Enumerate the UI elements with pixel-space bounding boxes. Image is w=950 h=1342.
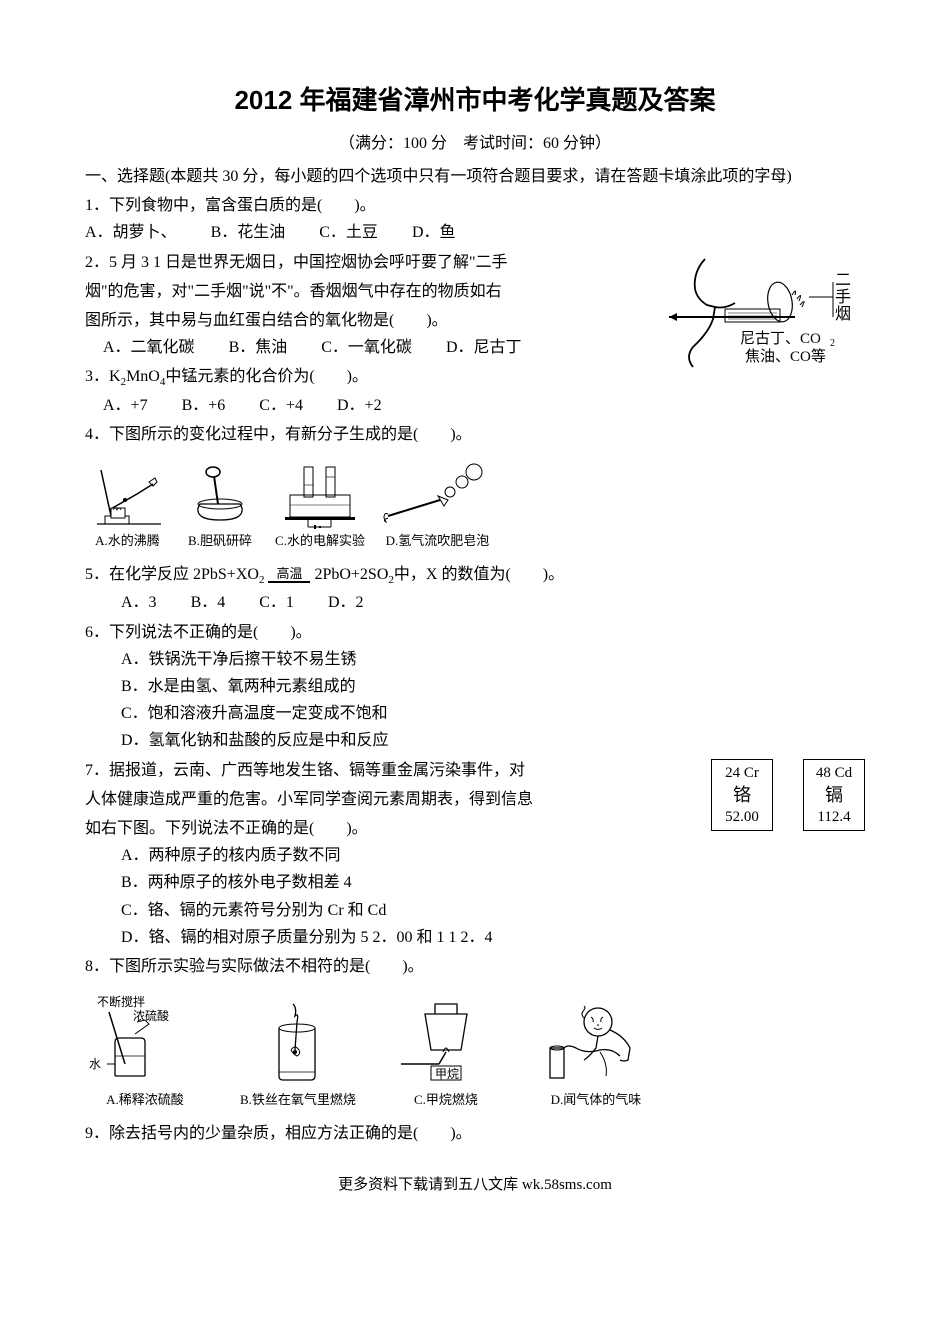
reaction-condition: 高温 bbox=[268, 567, 310, 583]
q6-opt-d: D．氢氧化钠和盐酸的反应是中和反应 bbox=[85, 727, 865, 754]
svg-text:浓硫酸: 浓硫酸 bbox=[133, 1008, 169, 1023]
q2-opt-d: D．尼古丁 bbox=[446, 334, 522, 361]
q1-options: A．胡萝卜、 B．花生油 C．土豆 D．鱼 bbox=[85, 219, 865, 246]
q6-opt-c: C．饱和溶液升高温度一定变成不饱和 bbox=[85, 700, 865, 727]
element-card-cr: 24 Cr 铬 52.00 bbox=[711, 759, 773, 832]
page-subtitle: （满分：100 分 考试时间：60 分钟） bbox=[85, 129, 865, 153]
page-title: 2012 年福建省漳州市中考化学真题及答案 bbox=[85, 80, 865, 117]
q8-fig-a: 不断搅拌 浓硫酸 水 A.稀释浓硫酸 bbox=[85, 994, 205, 1108]
q3-opt-a: A．+7 bbox=[103, 392, 148, 419]
q2-opt-c: C．一氧化碳 bbox=[321, 334, 412, 361]
q4-fig-c: C.水的电解实验 bbox=[270, 455, 370, 549]
q3-opt-d: D．+2 bbox=[337, 392, 382, 419]
svg-text:尼古丁、CO: 尼古丁、CO bbox=[740, 330, 821, 347]
q1-opt-b: B．花生油 bbox=[211, 219, 286, 246]
q5-opt-d: D．2 bbox=[328, 589, 364, 616]
q4-fig-b: B.胆矾研碎 bbox=[180, 460, 260, 549]
q6-opt-b: B．水是由氢、氧两种元素组成的 bbox=[85, 673, 865, 700]
q5-stem: 5．在化学反应 2PbS+XO2 高温 2PbO+2SO2中，X 的数值为( )… bbox=[85, 561, 865, 590]
q8-figures: 不断搅拌 浓硫酸 水 A.稀释浓硫酸 B.铁丝在氧气里燃烧 bbox=[85, 994, 865, 1108]
svg-text:不断搅拌: 不断搅拌 bbox=[97, 994, 145, 1009]
page-footer: 更多资料下载请到五八文库 wk.58sms.com bbox=[85, 1173, 865, 1194]
q7-opt-c: C．铬、镉的元素符号分别为 Cr 和 Cd bbox=[85, 897, 865, 924]
q7-opt-d: D．铬、镉的相对原子质量分别为 5 2．00 和 1 1 2．4 bbox=[85, 924, 865, 951]
q1-opt-c: C．土豆 bbox=[319, 219, 378, 246]
q2-opt-b: B．焦油 bbox=[229, 334, 288, 361]
q6-opt-a: A．铁锅洗干净后擦干较不易生锈 bbox=[85, 646, 865, 673]
svg-text:甲烷: 甲烷 bbox=[435, 1067, 459, 1081]
q5-opt-a: A．3 bbox=[121, 589, 157, 616]
q7-element-cards: 24 Cr 铬 52.00 48 Cd 镉 112.4 bbox=[711, 759, 865, 832]
q4-figures: A.水的沸腾 B.胆矾研碎 C.水的电解实验 bbox=[85, 455, 865, 549]
q9-stem: 9．除去括号内的少量杂质，相应方法正确的是( )。 bbox=[85, 1120, 865, 1147]
svg-text:2: 2 bbox=[830, 338, 835, 349]
q3-opt-c: C．+4 bbox=[259, 392, 303, 419]
q7-opt-a: A．两种原子的核内质子数不同 bbox=[85, 842, 865, 869]
svg-text:焦油、CO等: 焦油、CO等 bbox=[745, 347, 826, 365]
q1-opt-a: A．胡萝卜、 bbox=[85, 219, 177, 246]
q6-stem: 6．下列说法不正确的是( )。 bbox=[85, 619, 865, 646]
q5-options: A．3 B．4 C．1 D．2 bbox=[85, 589, 865, 616]
svg-text:二: 二 bbox=[835, 272, 851, 289]
q4-stem: 4．下图所示的变化过程中，有新分子生成的是( )。 bbox=[85, 421, 865, 448]
q1-stem: 1．下列食物中，富含蛋白质的是( )。 bbox=[85, 192, 865, 219]
q4-fig-d: D.氢气流吹肥皂泡 bbox=[380, 460, 495, 549]
q8-fig-d: D.闻气体的气味 bbox=[536, 994, 656, 1108]
q2-figure: 二 手 烟 尼古丁、CO 2 焦油、CO等 bbox=[665, 247, 865, 387]
svg-text:水: 水 bbox=[89, 1057, 101, 1071]
q4-fig-a: A.水的沸腾 bbox=[85, 460, 170, 549]
element-card-cd: 48 Cd 镉 112.4 bbox=[803, 759, 865, 832]
q8-stem: 8．下图所示实验与实际做法不相符的是( )。 bbox=[85, 953, 865, 980]
q3-options: A．+7 B．+6 C．+4 D．+2 bbox=[85, 392, 865, 419]
q3-opt-b: B．+6 bbox=[182, 392, 226, 419]
q2-opt-a: A．二氧化碳 bbox=[103, 334, 195, 361]
q7-opt-b: B．两种原子的核外电子数相差 4 bbox=[85, 869, 865, 896]
svg-text:手: 手 bbox=[835, 288, 851, 306]
q8-fig-b: B.铁丝在氧气里燃烧 bbox=[240, 994, 356, 1108]
q5-opt-c: C．1 bbox=[259, 589, 294, 616]
q8-fig-c: 甲烷 C.甲烷燃烧 bbox=[391, 994, 501, 1108]
q1-opt-d: D．鱼 bbox=[412, 219, 456, 246]
q5-opt-b: B．4 bbox=[191, 589, 226, 616]
svg-text:烟: 烟 bbox=[835, 305, 851, 323]
section-heading: 一、选择题(本题共 30 分，每小题的四个选项中只有一项符合题目要求，请在答题卡… bbox=[85, 163, 865, 190]
